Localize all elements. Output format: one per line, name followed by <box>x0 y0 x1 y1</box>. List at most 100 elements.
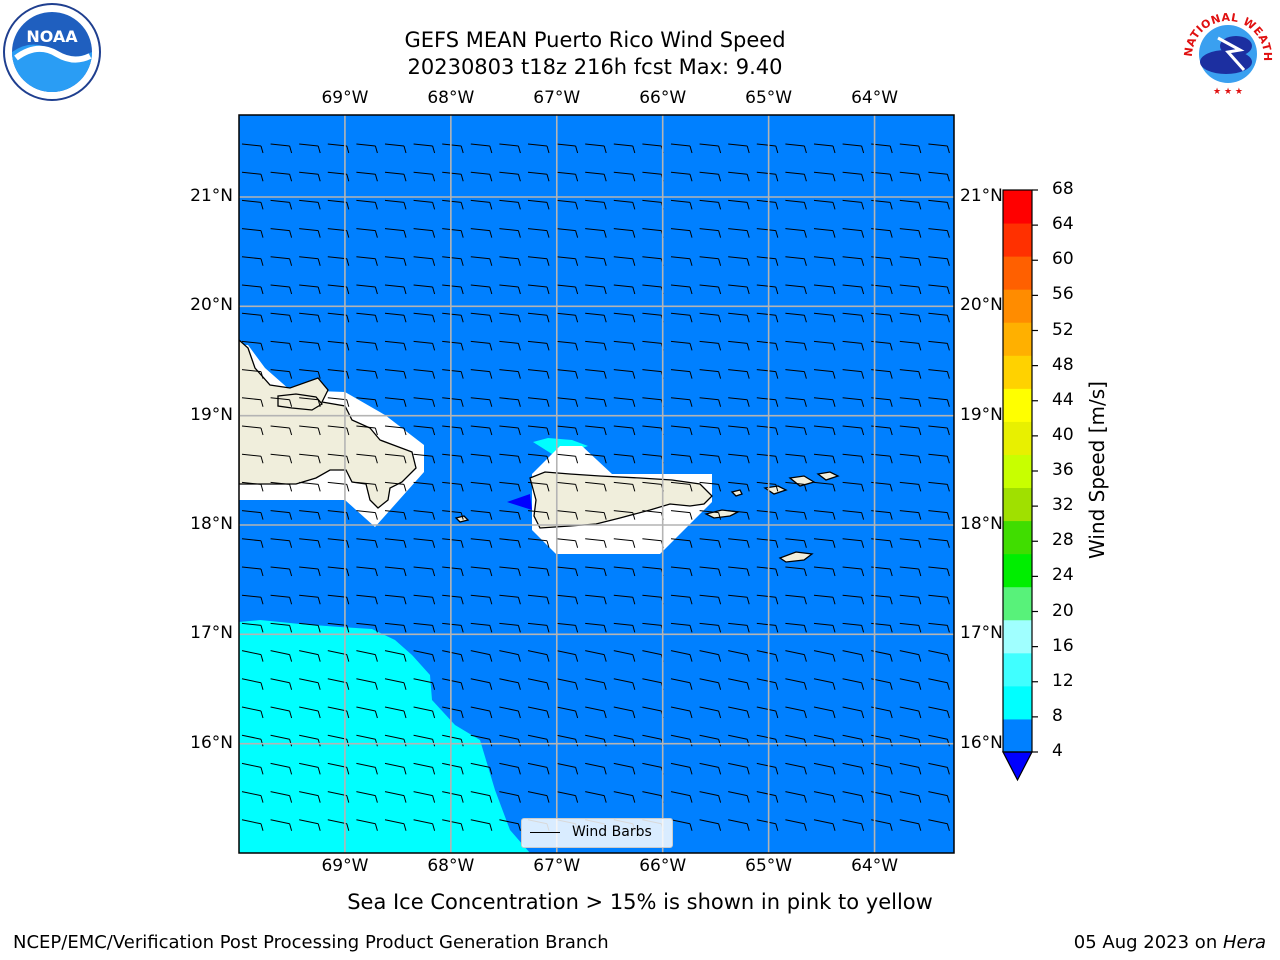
wind-barb <box>527 622 550 633</box>
wind-barb <box>756 340 779 351</box>
wind-barb <box>813 594 836 605</box>
wind-barb <box>613 481 636 492</box>
colorbar-segment <box>1003 685 1032 720</box>
wind-barb <box>756 566 779 577</box>
lat-label: 20°N <box>960 295 1003 316</box>
wind-barb <box>613 312 636 323</box>
wind-barb <box>585 594 607 605</box>
wind-barb <box>470 397 493 407</box>
wind-barb <box>585 369 607 379</box>
wind-barb <box>413 819 436 831</box>
wind-barb <box>327 397 350 407</box>
wind-barb <box>813 791 836 803</box>
wind-barb <box>842 762 865 775</box>
colorbar-label: Wind Speed [m/s] <box>1085 381 1109 559</box>
wind-barb <box>756 143 779 154</box>
map-legend: Wind Barbs <box>521 818 673 848</box>
wind-barb <box>384 199 407 210</box>
wind-barb <box>785 425 807 436</box>
wind-barb <box>670 622 693 633</box>
wind-barb <box>785 312 807 323</box>
wind-barb <box>785 143 807 154</box>
wind-barb <box>413 199 436 210</box>
wind-barb <box>527 228 550 238</box>
wind-barb <box>928 369 950 379</box>
wind-barb <box>527 538 550 548</box>
wind-barb <box>928 819 950 831</box>
wind-barb <box>756 762 779 775</box>
wind-barb <box>613 453 636 464</box>
wind-barb <box>499 397 521 407</box>
wind-barb <box>299 650 321 662</box>
wind-barb <box>928 284 950 295</box>
wind-barb <box>842 622 865 633</box>
wind-barb <box>356 284 378 295</box>
wind-barb <box>928 481 950 492</box>
wind-barb <box>356 481 378 492</box>
wind-barb <box>728 762 750 775</box>
wind-barb <box>928 791 950 803</box>
wind-barb <box>756 228 779 238</box>
wind-barb <box>670 256 693 266</box>
wind-barb <box>813 143 836 154</box>
wind-barb <box>785 734 807 747</box>
wind-barb <box>556 284 579 295</box>
wind-barb <box>470 340 493 351</box>
wind-barb <box>842 566 865 577</box>
wind-barb <box>327 650 350 662</box>
colorbar-segment <box>1003 289 1032 323</box>
wind-barb <box>442 819 464 831</box>
wind-barb <box>413 678 436 690</box>
wind-barb <box>442 566 464 577</box>
wind-barb <box>527 284 550 295</box>
wind-barb <box>670 762 693 775</box>
colorbar-segment <box>1003 454 1032 489</box>
wind-barb <box>842 369 865 379</box>
wind-barb <box>585 510 607 520</box>
wind-barb <box>327 622 350 633</box>
wind-barb <box>585 256 607 266</box>
map-area[interactable] <box>239 115 954 853</box>
wind-barb <box>413 706 436 719</box>
wind-barb <box>241 171 264 182</box>
wind-barb <box>470 143 493 154</box>
wind-barb <box>470 622 493 633</box>
wind-barb <box>270 594 293 605</box>
wind-barb <box>670 791 693 803</box>
wind-barb <box>785 791 807 803</box>
wind-barb <box>699 312 722 323</box>
wind-barb <box>384 678 407 690</box>
wind-barb <box>384 143 407 154</box>
wind-barb <box>527 171 550 182</box>
wind-barb <box>899 538 922 548</box>
wind-barb <box>699 762 722 775</box>
wind-barb <box>785 622 807 633</box>
wind-barb <box>813 678 836 690</box>
wind-barb <box>442 453 464 464</box>
wind-barb <box>299 143 321 154</box>
wind-barb <box>527 369 550 379</box>
wind-barb <box>442 143 464 154</box>
lon-label: 64°W <box>851 856 899 876</box>
wind-barb <box>699 538 722 548</box>
wind-barb <box>499 199 521 210</box>
wind-barb <box>928 143 950 154</box>
wind-barb <box>928 340 950 351</box>
wind-barb <box>356 143 378 154</box>
wind-barb <box>756 369 779 379</box>
wind-barb <box>613 369 636 379</box>
wind-barb <box>728 284 750 295</box>
wind-barb <box>499 284 521 295</box>
wind-barb <box>556 171 579 182</box>
wind-barb <box>356 791 378 803</box>
wind-barb <box>527 397 550 407</box>
wind-barb <box>556 340 579 351</box>
lon-label: 68°W <box>427 856 475 876</box>
wind-barb <box>813 228 836 238</box>
wind-barb <box>670 340 693 351</box>
wind-barb <box>899 510 922 520</box>
wind-barb <box>670 819 693 831</box>
wind-barb <box>699 510 722 520</box>
wind-barb <box>299 762 321 775</box>
wind-barb <box>384 312 407 323</box>
